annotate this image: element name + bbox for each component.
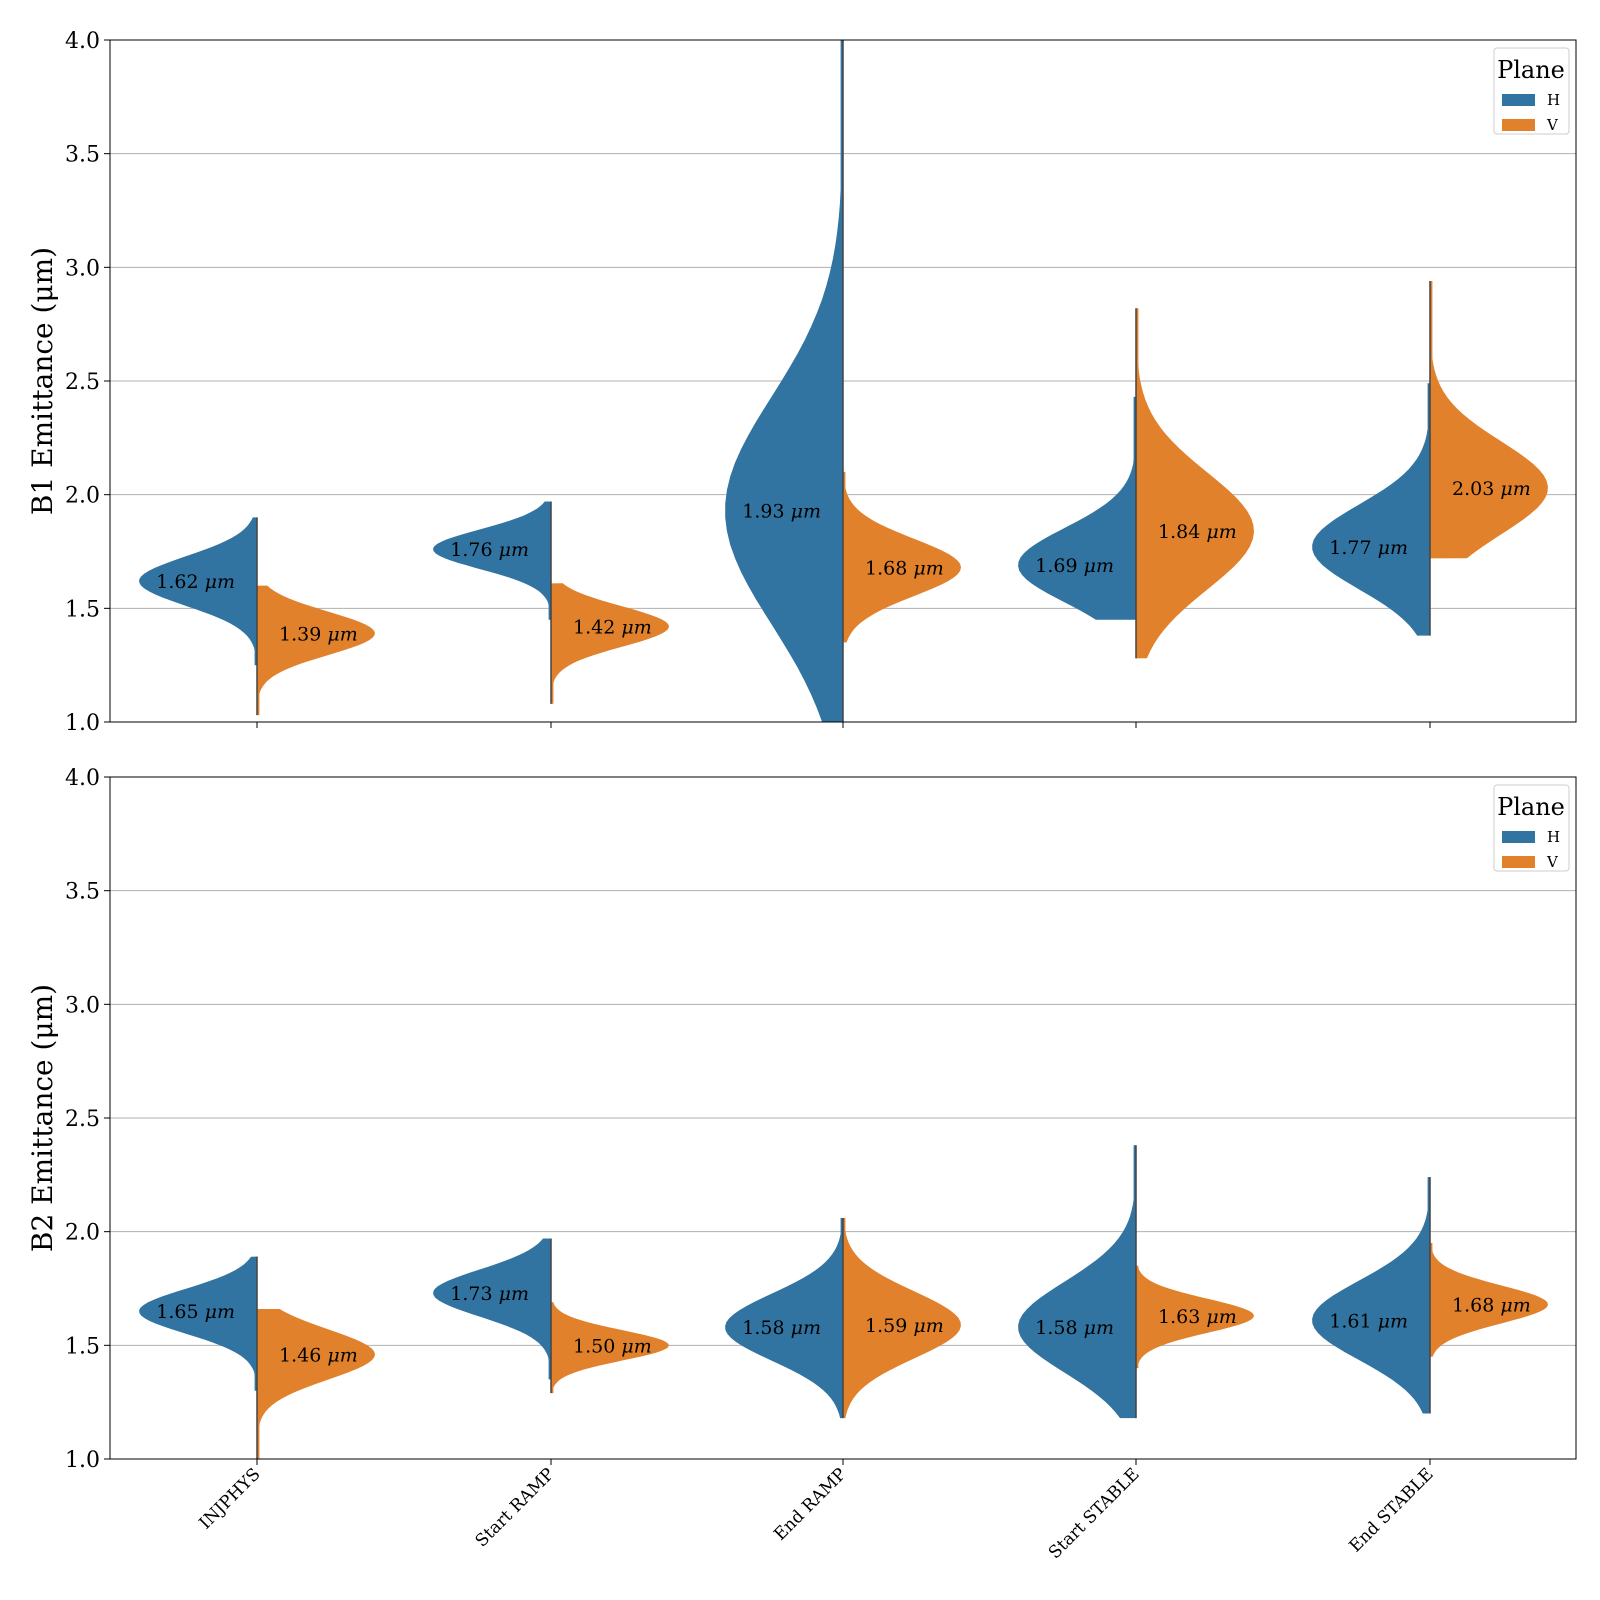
median-label-v: 1.68 μm — [865, 557, 944, 579]
legend-box — [1493, 784, 1570, 872]
y-tick-label: 3.0 — [65, 993, 100, 1018]
median-label-v: 2.03 μm — [1452, 478, 1531, 500]
legend-swatch-v — [1502, 856, 1535, 868]
violin-h — [1018, 1145, 1136, 1419]
y-tick-label: 3.5 — [65, 143, 100, 168]
median-label-h: 1.73 μm — [450, 1283, 529, 1305]
category-label: End STABLE — [1345, 1464, 1437, 1556]
legend-entry-v: V — [1546, 116, 1559, 134]
violin-v — [1430, 280, 1548, 559]
median-label-v: 1.39 μm — [279, 623, 358, 645]
panel-b2: 1.0 1.5 2.0 2.5 3.0 3.5 4.0 1.65 μm 1.73 μm 1.58 … — [26, 766, 1577, 1473]
legend-entry-h: H — [1547, 828, 1560, 846]
plot-frame — [109, 39, 1577, 723]
y-tick-label: 2.0 — [65, 1221, 100, 1246]
legend-title: Plane — [1497, 56, 1565, 84]
violin-v — [1136, 1265, 1254, 1369]
violin-v — [257, 585, 375, 716]
category-label: Start STABLE — [1045, 1464, 1144, 1563]
median-label-h: 1.61 μm — [1329, 1310, 1408, 1332]
category-axis-labels: INJPHYS Start RAMP End RAMP Start STABLE End… — [196, 1464, 1438, 1563]
violin-v — [551, 583, 669, 704]
legend-box — [1493, 47, 1570, 135]
median-label-v: 1.84 μm — [1158, 521, 1237, 543]
legend-swatch-h — [1502, 94, 1535, 106]
y-tick-label: 1.0 — [65, 711, 100, 736]
plot-frame — [109, 776, 1577, 1460]
y-axis-label: B1 Emittance (μm) — [26, 247, 59, 515]
median-label-v: 1.59 μm — [865, 1315, 944, 1337]
violin-v — [1430, 1243, 1548, 1357]
category-label: INJPHYS — [196, 1464, 265, 1533]
violin-h — [139, 517, 257, 666]
violin-h — [1312, 1177, 1430, 1414]
y-tick-label: 1.5 — [65, 1334, 100, 1359]
median-label-h: 1.58 μm — [742, 1317, 821, 1339]
y-tick-label: 4.0 — [65, 29, 100, 54]
violin-v — [1136, 308, 1254, 659]
median-label-h: 1.69 μm — [1035, 555, 1114, 577]
violin-h — [433, 1238, 551, 1380]
y-tick-label: 2.5 — [65, 1107, 100, 1132]
median-label-h: 1.58 μm — [1035, 1317, 1114, 1339]
violin-h — [1018, 396, 1136, 620]
median-label-h: 1.77 μm — [1329, 537, 1408, 559]
y-tick-label: 4.0 — [65, 766, 100, 791]
y-tick-label: 2.0 — [65, 484, 100, 509]
violin-v — [551, 1302, 669, 1394]
y-tick-label: 1.0 — [65, 1448, 100, 1473]
median-label-v: 1.63 μm — [1158, 1306, 1237, 1328]
median-label-v: 1.68 μm — [1452, 1294, 1531, 1316]
y-tick-label: 2.5 — [65, 370, 100, 395]
median-label-v: 1.42 μm — [573, 617, 652, 639]
category-label: End RAMP — [770, 1464, 850, 1544]
legend-swatch-v — [1502, 119, 1535, 131]
median-label-v: 1.50 μm — [573, 1335, 652, 1357]
violin-h — [433, 501, 551, 620]
violin-h — [725, 1218, 843, 1419]
category-label: Start RAMP — [472, 1464, 559, 1551]
y-tick-label: 3.5 — [65, 880, 100, 905]
y-tick-label: 1.5 — [65, 597, 100, 622]
legend-title: Plane — [1497, 793, 1565, 821]
median-label-v: 1.46 μm — [279, 1344, 358, 1366]
violin-h — [139, 1256, 257, 1391]
violin-v — [257, 1308, 375, 1459]
panel-b1: 1.0 1.5 2.0 2.5 3.0 3.5 4.0 1.62 μm 1.76 μm 1.93 … — [26, 29, 1577, 736]
violin-h — [725, 40, 843, 722]
median-label-h: 1.76 μm — [450, 539, 529, 561]
violin-v — [843, 1218, 961, 1419]
y-tick-label: 3.0 — [65, 256, 100, 281]
median-label-h: 1.62 μm — [156, 571, 235, 593]
legend-entry-v: V — [1546, 853, 1559, 871]
legend-entry-h: H — [1547, 91, 1560, 109]
y-axis-label: B2 Emittance (μm) — [26, 984, 59, 1252]
violin-h — [1312, 383, 1430, 636]
legend-swatch-h — [1502, 831, 1535, 843]
median-label-h: 1.93 μm — [742, 501, 821, 523]
median-label-h: 1.65 μm — [156, 1301, 235, 1323]
violin-v — [843, 471, 961, 643]
